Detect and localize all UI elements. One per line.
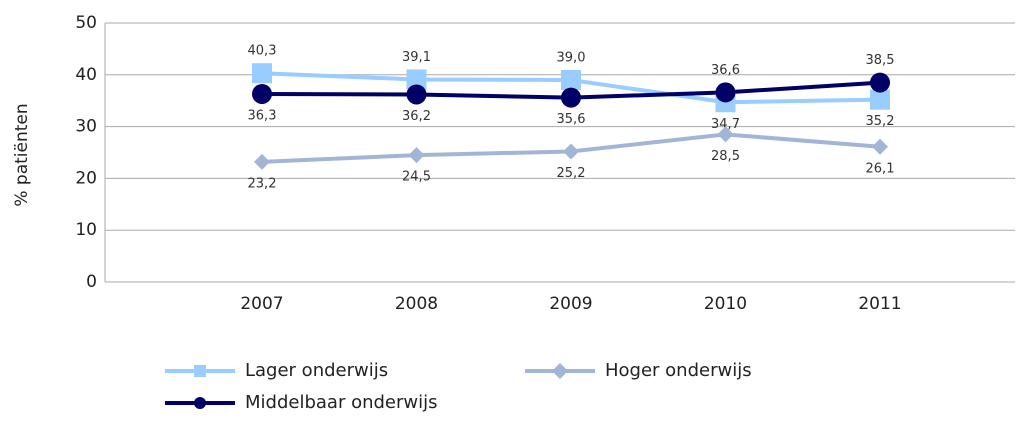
marker [194, 365, 206, 377]
y-axis-label: % patiënten [12, 103, 32, 206]
marker [870, 72, 890, 93]
marker [563, 143, 579, 160]
y-tick-label: 40 [75, 65, 97, 85]
marker [872, 138, 888, 155]
legend-label: Lager onderwijs [245, 360, 388, 381]
data-label: 34,7 [711, 117, 740, 132]
data-label: 28,5 [711, 149, 740, 164]
y-tick-label: 50 [75, 13, 97, 33]
marker [406, 69, 427, 90]
data-label: 35,6 [557, 112, 586, 127]
marker [561, 87, 581, 108]
y-tick-label: 30 [75, 117, 97, 137]
data-label: 36,6 [711, 63, 740, 78]
marker [254, 153, 270, 170]
marker [406, 84, 427, 105]
data-label: 26,1 [866, 161, 895, 176]
x-tick-label: 2010 [704, 294, 747, 314]
legend-label: Middelbaar onderwijs [245, 392, 438, 413]
marker [252, 83, 272, 104]
data-label: 36,2 [402, 109, 431, 124]
data-label: 39,1 [402, 50, 431, 65]
marker [194, 397, 206, 409]
data-label: 24,5 [402, 170, 431, 185]
marker [715, 82, 736, 103]
x-tick-label: 2008 [395, 294, 438, 314]
data-label: 23,2 [248, 176, 277, 191]
marker [561, 69, 581, 90]
data-label: 40,3 [248, 44, 277, 59]
data-label: 25,2 [557, 166, 586, 181]
y-tick-label: 10 [75, 220, 97, 240]
x-tick-label: 2011 [858, 294, 901, 314]
marker [870, 89, 890, 110]
legend-label: Hoger onderwijs [605, 360, 752, 381]
y-tick-label: 20 [75, 168, 97, 188]
data-label: 36,3 [248, 108, 277, 123]
data-label: 38,5 [866, 53, 895, 68]
marker [408, 147, 425, 164]
marker [552, 363, 568, 379]
marker [717, 126, 734, 143]
marker [252, 63, 272, 84]
data-label: 35,2 [866, 114, 895, 129]
x-tick-label: 2007 [240, 294, 283, 314]
data-label: 39,0 [557, 50, 586, 65]
y-tick-label: 0 [86, 272, 97, 292]
x-tick-label: 2009 [549, 294, 592, 314]
